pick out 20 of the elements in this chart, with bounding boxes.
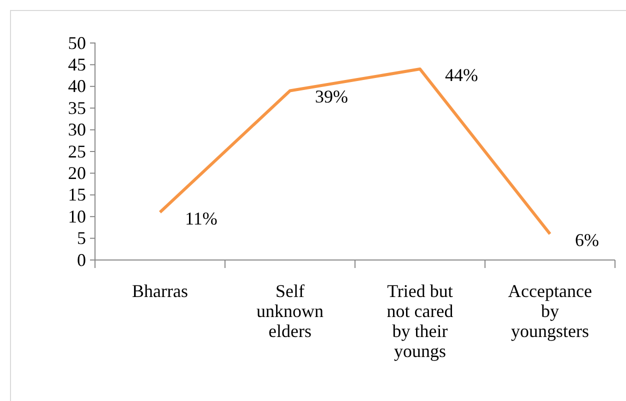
data-label: 6% xyxy=(575,230,599,250)
y-tick-label: 5 xyxy=(77,228,86,248)
x-tick-label: Tried but not cared by their youngs xyxy=(386,281,454,361)
y-tick-label: 20 xyxy=(68,162,86,183)
y-tick-label: 45 xyxy=(68,54,86,74)
x-tick-label: Bharras xyxy=(132,281,188,301)
y-tick-label: 25 xyxy=(68,141,86,162)
data-label: 39% xyxy=(315,86,348,107)
y-tick-label: 0 xyxy=(77,250,86,270)
y-tick-label: 30 xyxy=(68,120,86,140)
y-tick-label: 40 xyxy=(68,76,86,96)
x-tick-label: Self unknown elders xyxy=(256,281,324,341)
y-tick-label: 15 xyxy=(68,184,86,205)
y-tick-label: 50 xyxy=(68,32,86,53)
data-label: 11% xyxy=(185,208,218,228)
x-tick-label: Acceptance by youngsters xyxy=(508,281,592,341)
y-tick-label: 10 xyxy=(68,206,86,226)
line-series xyxy=(158,68,552,236)
data-label: 44% xyxy=(445,65,478,86)
y-tick-label: 35 xyxy=(68,98,86,118)
